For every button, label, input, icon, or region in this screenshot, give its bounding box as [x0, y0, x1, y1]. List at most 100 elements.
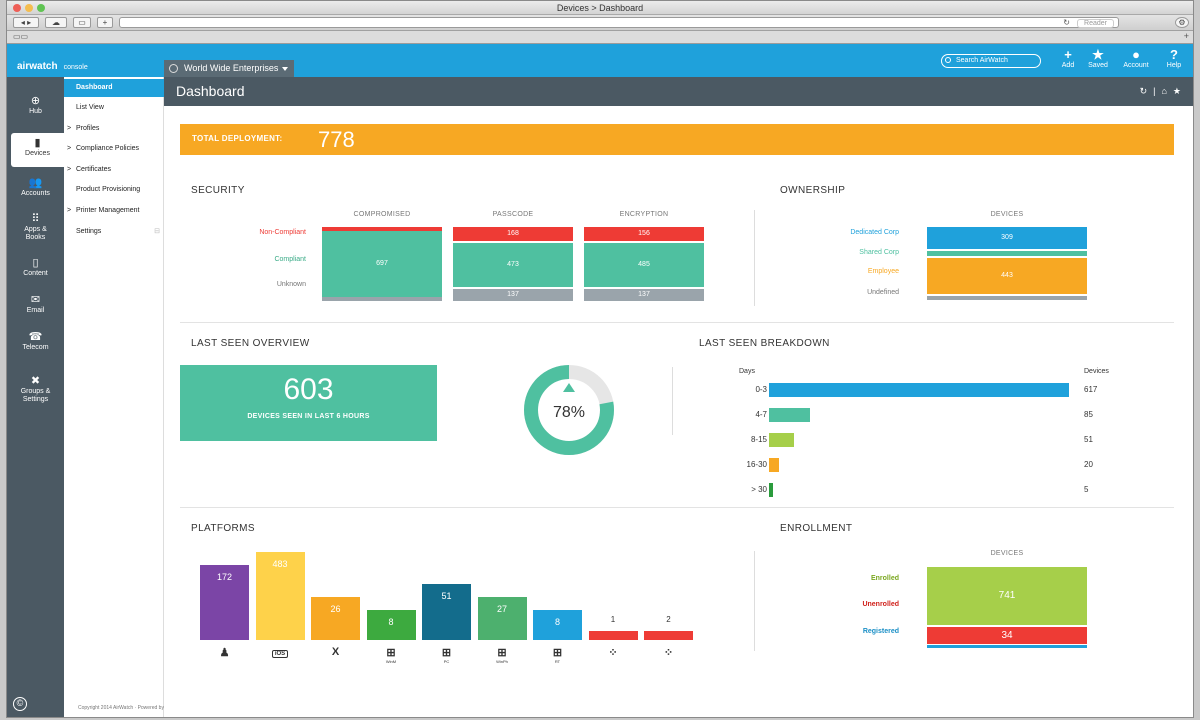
submenu-profiles[interactable]: > Profiles	[64, 120, 164, 138]
submenu-compliance-policies[interactable]: > Compliance Policies	[64, 140, 164, 158]
compromised-unknown-segment[interactable]	[322, 297, 442, 301]
airwatch-logo[interactable]: airwatch console	[17, 61, 88, 72]
nav-apps-books[interactable]: ⠿ Apps & Books	[7, 209, 64, 243]
enrollment-row-registered: Registered	[862, 628, 899, 635]
breakdown-bar[interactable]	[769, 408, 811, 422]
last-seen-breakdown-title: LAST SEEN BREAKDOWN	[699, 338, 830, 349]
platform-bar[interactable]: 483	[255, 552, 305, 640]
breakdown-bar[interactable]	[769, 383, 1069, 397]
platform-bar[interactable]: 8	[366, 610, 416, 640]
enrollment-enrolled-value: 741	[998, 590, 1016, 601]
passcode-noncompliant-segment[interactable]: 168	[453, 227, 573, 241]
saved-button[interactable]: ★ Saved	[1081, 48, 1115, 70]
breakdown-label: 16-30	[746, 460, 767, 469]
breakdown-label: > 30	[751, 485, 767, 494]
nav-hub[interactable]: ⊕ Hub	[7, 91, 64, 125]
enrollment-registered-segment[interactable]	[927, 645, 1087, 648]
reload-icon[interactable]: ↻	[1063, 18, 1070, 27]
icloud-tabs-icon[interactable]: ☁	[45, 17, 67, 28]
new-tab-icon[interactable]: +	[1183, 31, 1189, 41]
app-header: airwatch console World Wide Enterprises S…	[7, 44, 1193, 77]
ownership-shared-segment[interactable]	[927, 251, 1087, 256]
compromised-noncompliant-segment[interactable]	[322, 227, 442, 231]
submenu-settings-label: Settings	[76, 228, 102, 235]
share-icon[interactable]: ▭	[73, 17, 91, 28]
nav-email[interactable]: ✉ Email	[7, 290, 64, 324]
platform-bar[interactable]: 51	[422, 584, 471, 640]
search-input[interactable]: Search AirWatch	[941, 54, 1041, 68]
last-seen-tile[interactable]: 603 DEVICES SEEN IN LAST 6 HOURS	[180, 365, 437, 441]
globe-icon	[169, 64, 178, 73]
content-icon: ▯	[32, 257, 39, 269]
platform-bar[interactable]: 2	[644, 615, 693, 640]
platform-bar[interactable]: 172	[200, 565, 249, 640]
passcode-unknown-segment[interactable]: 137	[453, 289, 573, 301]
nav-devices[interactable]: ▮ Devices	[11, 133, 64, 167]
breakdown-bar[interactable]	[769, 433, 794, 447]
total-deployment-value: 778	[318, 127, 355, 152]
reading-list-icon[interactable]: ▭▭	[13, 32, 29, 41]
nav-content[interactable]: ▯ Content	[7, 253, 64, 287]
ownership-row-shared: Shared Corp	[859, 249, 899, 256]
passcode-compliant-segment[interactable]: 473	[453, 243, 573, 287]
submenu-dashboard[interactable]: Dashboard	[64, 79, 164, 97]
minimize-window-button[interactable]	[25, 4, 33, 12]
submenu-product-provisioning[interactable]: Product Provisioning	[64, 181, 164, 199]
breakdown-label: 8-15	[750, 435, 767, 444]
refresh-icon[interactable]: ↻	[1139, 86, 1154, 96]
ownership-employee-segment[interactable]: 443	[927, 258, 1087, 294]
section-divider	[754, 210, 755, 306]
submenu-list-view[interactable]: List View	[64, 99, 164, 117]
submenu-settings[interactable]: Settings ⊟	[64, 223, 164, 241]
donut-percent: 78%	[553, 404, 585, 421]
nav-groups-settings[interactable]: ✖ Groups & Settings	[7, 371, 64, 411]
platform-bar[interactable]: 8	[533, 610, 582, 640]
browser-window: Devices > Dashboard ◂ ▸ ☁ ▭ + ↻ Reader ⚙…	[6, 0, 1194, 718]
bookmarks-bar: ▭▭ +	[7, 31, 1193, 44]
security-row-unknown: Unknown	[276, 281, 306, 288]
account-button[interactable]: ● Account	[1119, 48, 1153, 70]
compromised-compliant-segment[interactable]: 697	[322, 231, 442, 297]
submenu-printer-management[interactable]: > Printer Management	[64, 202, 164, 220]
platforms-title: PLATFORMS	[191, 523, 255, 534]
platform-bar-value: 8	[388, 617, 394, 627]
ownership-dedicated-segment[interactable]: 309	[927, 227, 1087, 249]
pin-icon[interactable]: ⊟	[154, 228, 160, 235]
enrollment-unenrolled-segment[interactable]: 34	[927, 627, 1087, 644]
last-seen-donut[interactable]: 78%	[521, 362, 617, 458]
breakdown-bar[interactable]	[769, 458, 779, 472]
encryption-compliant-segment[interactable]: 485	[584, 243, 704, 287]
breakdown-bar[interactable]	[769, 483, 773, 497]
platform-bar[interactable]: 1	[588, 615, 638, 640]
close-window-button[interactable]	[13, 4, 21, 12]
ownership-undefined-segment[interactable]	[927, 296, 1087, 300]
reader-button[interactable]: Reader	[1077, 19, 1114, 28]
passcode-compliant-value: 473	[507, 261, 519, 268]
windows-phone-icon-glyph: ⊞	[497, 647, 507, 659]
submenu-profiles-label: Profiles	[76, 125, 100, 132]
help-button[interactable]: ? Help	[1157, 48, 1191, 70]
organization-selector[interactable]: World Wide Enterprises	[164, 60, 294, 77]
address-bar[interactable]: ↻ Reader	[119, 17, 1119, 28]
nav-accounts[interactable]: 👥 Accounts	[7, 173, 64, 207]
favorite-star-icon[interactable]: ★	[1172, 86, 1187, 96]
platform-bar-value: 8	[554, 617, 560, 627]
encryption-noncompliant-segment[interactable]: 156	[584, 227, 704, 241]
settings-gear-icon[interactable]: ⚙	[1175, 17, 1189, 28]
add-button[interactable]: + Add	[1051, 48, 1085, 70]
enrollment-col-devices: DEVICES	[990, 550, 1024, 557]
platform-bar[interactable]: 27	[477, 597, 527, 640]
section-divider	[754, 551, 755, 651]
nav-telecom[interactable]: ☎ Telecom	[7, 327, 64, 361]
add-tab-icon[interactable]: +	[97, 17, 113, 28]
windows-pc-icon: ⊞ PC	[422, 646, 471, 664]
enrollment-enrolled-segment[interactable]: 741	[927, 567, 1087, 625]
enrollment-title: ENROLLMENT	[780, 523, 853, 534]
home-icon[interactable]: ⌂	[1161, 86, 1173, 96]
submenu-certificates[interactable]: > Certificates	[64, 161, 164, 179]
breakdown-value: 51	[1084, 435, 1093, 444]
platform-bar[interactable]: 26	[311, 597, 360, 640]
zoom-window-button[interactable]	[37, 4, 45, 12]
encryption-unknown-segment[interactable]: 137	[584, 289, 704, 301]
back-forward-button[interactable]: ◂ ▸	[13, 17, 39, 28]
